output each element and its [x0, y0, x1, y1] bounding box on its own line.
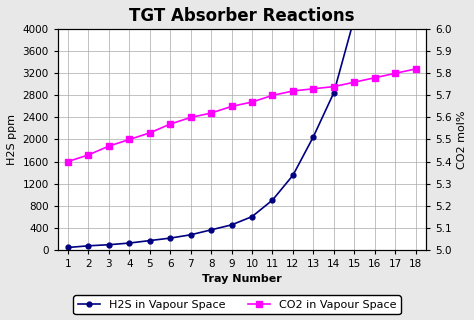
CO2 in Vapour Space [351, 80, 357, 84]
H2S in Vapour Space [229, 223, 235, 227]
H2S in Vapour Space [208, 228, 214, 232]
H2S in Vapour Space [188, 233, 193, 237]
H2S in Vapour Space [351, 16, 357, 20]
CO2 in Vapour Space [392, 71, 398, 75]
H2S in Vapour Space [147, 239, 153, 243]
CO2 in Vapour Space [65, 160, 71, 164]
CO2 in Vapour Space [290, 89, 296, 93]
H2S in Vapour Space [65, 245, 71, 249]
H2S in Vapour Space [331, 91, 337, 95]
CO2 in Vapour Space [372, 76, 378, 80]
CO2 in Vapour Space [413, 67, 419, 71]
Line: CO2 in Vapour Space: CO2 in Vapour Space [65, 66, 419, 164]
Title: TGT Absorber Reactions: TGT Absorber Reactions [129, 7, 355, 25]
Line: H2S in Vapour Space: H2S in Vapour Space [65, 0, 418, 250]
CO2 in Vapour Space [229, 105, 235, 108]
CO2 in Vapour Space [127, 138, 132, 141]
CO2 in Vapour Space [106, 144, 112, 148]
CO2 in Vapour Space [86, 153, 91, 157]
H2S in Vapour Space [127, 241, 132, 245]
CO2 in Vapour Space [310, 87, 316, 91]
Y-axis label: CO2 mol%: CO2 mol% [457, 110, 467, 169]
H2S in Vapour Space [249, 215, 255, 219]
CO2 in Vapour Space [208, 111, 214, 115]
H2S in Vapour Space [270, 198, 275, 202]
CO2 in Vapour Space [249, 100, 255, 104]
H2S in Vapour Space [310, 135, 316, 139]
Legend: H2S in Vapour Space, CO2 in Vapour Space: H2S in Vapour Space, CO2 in Vapour Space [73, 295, 401, 315]
Y-axis label: H2S ppm: H2S ppm [7, 114, 17, 165]
CO2 in Vapour Space [270, 93, 275, 97]
H2S in Vapour Space [290, 173, 296, 177]
H2S in Vapour Space [86, 244, 91, 248]
CO2 in Vapour Space [331, 85, 337, 89]
CO2 in Vapour Space [147, 131, 153, 135]
CO2 in Vapour Space [188, 116, 193, 119]
H2S in Vapour Space [167, 236, 173, 240]
H2S in Vapour Space [106, 243, 112, 247]
X-axis label: Tray Number: Tray Number [202, 274, 282, 284]
CO2 in Vapour Space [167, 122, 173, 126]
